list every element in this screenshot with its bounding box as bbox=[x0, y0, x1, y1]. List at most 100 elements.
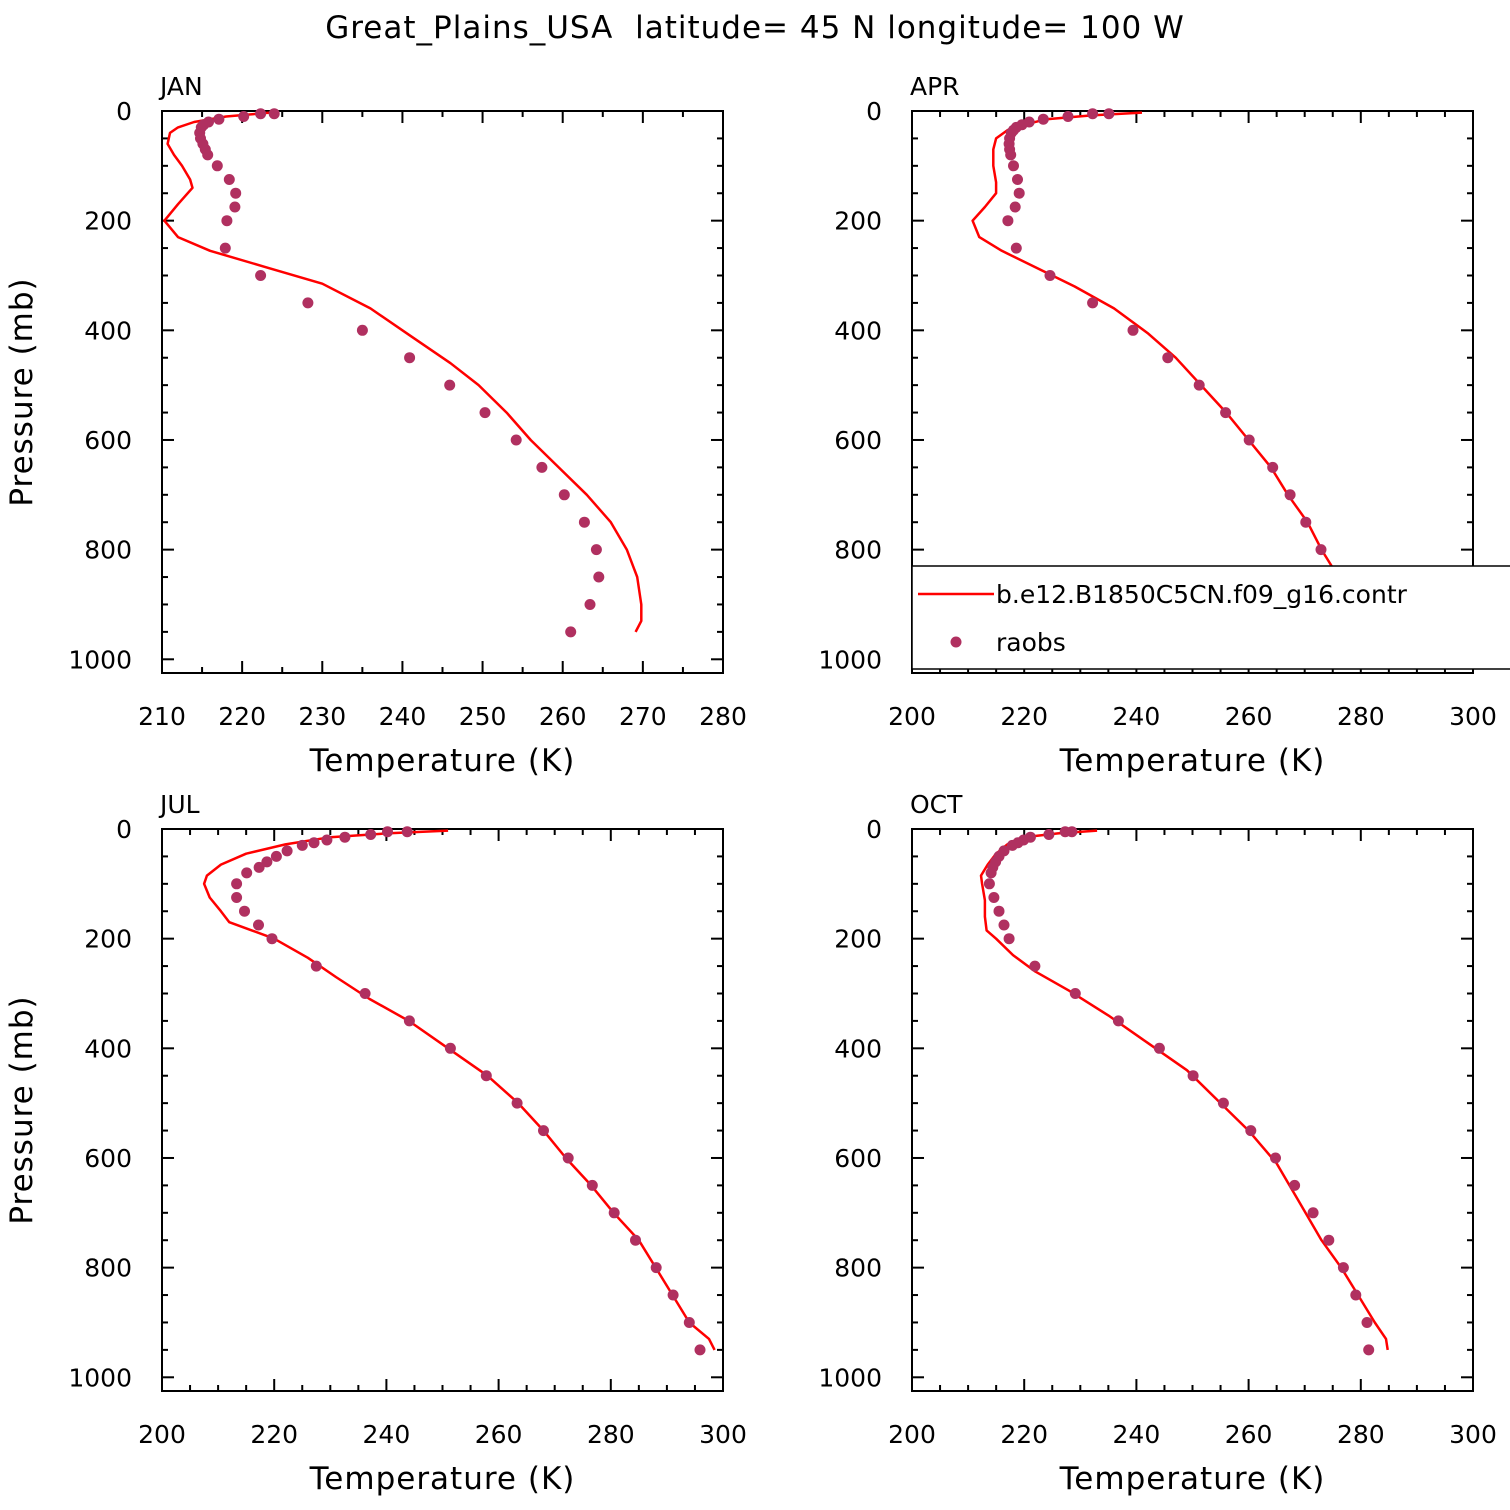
raobs-point bbox=[296, 839, 308, 851]
raobs-point bbox=[1162, 352, 1174, 364]
x-axis-label: Temperature (K) bbox=[1059, 743, 1326, 779]
y-axis-label: Pressure (mb) bbox=[4, 277, 40, 506]
raobs-point bbox=[1243, 434, 1255, 446]
x-tick-label: 260 bbox=[539, 702, 587, 731]
raobs-point bbox=[231, 878, 243, 890]
x-tick-label: 220 bbox=[1000, 702, 1048, 731]
panel-label: JAN bbox=[158, 72, 203, 101]
raobs-point bbox=[1062, 111, 1074, 122]
x-axis: 200 220 240 260 280 300 Temperature (K) bbox=[888, 829, 1497, 1497]
legend-entry-label: raobs bbox=[996, 628, 1066, 657]
raobs-point bbox=[538, 1125, 549, 1137]
raobs-point bbox=[1029, 960, 1041, 972]
y-tick-label: 0 bbox=[116, 97, 132, 126]
raobs-point bbox=[983, 878, 995, 890]
x-tick-label: 240 bbox=[1113, 1420, 1161, 1449]
y-tick-label: 1000 bbox=[818, 645, 882, 674]
y-tick-label: 600 bbox=[834, 426, 882, 455]
y-tick-label: 400 bbox=[834, 316, 882, 345]
x-tick-label: 280 bbox=[1337, 1420, 1385, 1449]
panel-label: APR bbox=[910, 72, 960, 101]
raobs-point bbox=[241, 867, 253, 879]
panel-jul: 200 220 240 260 280 300 Temperature (K) 0 200 400… bbox=[4, 790, 747, 1497]
model-profile-line bbox=[971, 111, 1378, 633]
x-tick-label: 200 bbox=[888, 702, 936, 731]
raobs-point bbox=[238, 111, 250, 122]
x-tick-label: 300 bbox=[1449, 1420, 1497, 1449]
y-tick-label: 600 bbox=[84, 1144, 132, 1173]
raobs-markers bbox=[1002, 108, 1363, 638]
y-tick-label: 200 bbox=[84, 207, 132, 236]
y-tick-label: 200 bbox=[834, 925, 882, 954]
y-tick-label: 800 bbox=[84, 536, 132, 565]
raobs-point bbox=[998, 919, 1010, 931]
raobs-point bbox=[578, 516, 590, 528]
model-profile-line bbox=[979, 829, 1389, 1351]
raobs-point bbox=[667, 1289, 679, 1301]
raobs-point bbox=[229, 201, 241, 213]
x-tick-label: 220 bbox=[218, 702, 266, 731]
raobs-point bbox=[1006, 839, 1018, 851]
y-tick-label: 400 bbox=[834, 1034, 882, 1063]
y-axis: 0 200 400 600 800 1000 Pressure (mb) bbox=[4, 97, 723, 674]
panel-label: OCT bbox=[910, 790, 963, 819]
y-axis: 0 200 400 600 800 1000 bbox=[818, 815, 1473, 1392]
raobs-point bbox=[221, 215, 233, 227]
x-tick-label: 260 bbox=[475, 1420, 523, 1449]
raobs-point bbox=[1289, 1179, 1301, 1191]
raobs-point bbox=[1003, 933, 1015, 945]
raobs-point bbox=[401, 826, 413, 838]
x-tick-label: 250 bbox=[459, 702, 507, 731]
y-tick-label: 1000 bbox=[68, 645, 132, 674]
raobs-point bbox=[359, 988, 371, 999]
raobs-point bbox=[511, 1097, 523, 1109]
raobs-point bbox=[308, 837, 320, 849]
x-axis: 210 220 230 240 250 260 270 280 Temperature (K) bbox=[138, 111, 747, 779]
raobs-point bbox=[593, 571, 605, 583]
y-tick-label: 1000 bbox=[818, 1363, 882, 1392]
raobs-point bbox=[1127, 324, 1139, 336]
raobs-point bbox=[253, 919, 264, 931]
y-tick-label: 200 bbox=[834, 207, 882, 236]
raobs-point bbox=[479, 407, 491, 419]
raobs-point bbox=[988, 892, 1000, 903]
raobs-point bbox=[1010, 242, 1022, 254]
raobs-point bbox=[993, 905, 1005, 917]
raobs-point bbox=[650, 1262, 662, 1274]
raobs-point bbox=[586, 1179, 598, 1191]
raobs-point bbox=[630, 1234, 641, 1246]
raobs-point bbox=[1284, 489, 1296, 501]
raobs-point bbox=[382, 826, 393, 838]
x-axis: 200 220 240 260 280 300 Temperature (K) bbox=[888, 111, 1497, 779]
raobs-point bbox=[1245, 1125, 1257, 1137]
raobs-point bbox=[231, 892, 243, 903]
x-tick-label: 220 bbox=[1000, 1420, 1048, 1449]
x-tick-label: 260 bbox=[1225, 702, 1273, 731]
y-tick-label: 800 bbox=[84, 1254, 132, 1283]
x-tick-label: 240 bbox=[363, 1420, 411, 1449]
y-axis: 0 200 400 600 800 1000 bbox=[818, 97, 1473, 674]
raobs-point bbox=[1193, 379, 1205, 391]
model-profile-line bbox=[163, 111, 643, 633]
y-tick-label: 400 bbox=[84, 316, 132, 345]
raobs-point bbox=[310, 960, 322, 972]
raobs-point bbox=[1153, 1042, 1165, 1054]
raobs-point bbox=[1307, 1207, 1319, 1219]
raobs-point bbox=[230, 187, 242, 199]
raobs-point bbox=[1043, 829, 1055, 840]
raobs-point bbox=[1087, 297, 1099, 309]
raobs-point bbox=[1103, 108, 1115, 120]
raobs-point bbox=[1363, 1344, 1375, 1356]
raobs-point bbox=[608, 1207, 620, 1219]
raobs-point bbox=[1044, 270, 1056, 281]
raobs-point bbox=[444, 379, 456, 391]
raobs-point bbox=[268, 108, 280, 120]
raobs-point bbox=[590, 544, 602, 556]
y-tick-label: 600 bbox=[84, 426, 132, 455]
model-profile-line bbox=[202, 829, 716, 1351]
x-axis-label: Temperature (K) bbox=[1059, 1461, 1326, 1497]
raobs-point bbox=[356, 324, 368, 336]
raobs-point bbox=[1350, 1289, 1362, 1301]
x-tick-label: 240 bbox=[1113, 702, 1161, 731]
